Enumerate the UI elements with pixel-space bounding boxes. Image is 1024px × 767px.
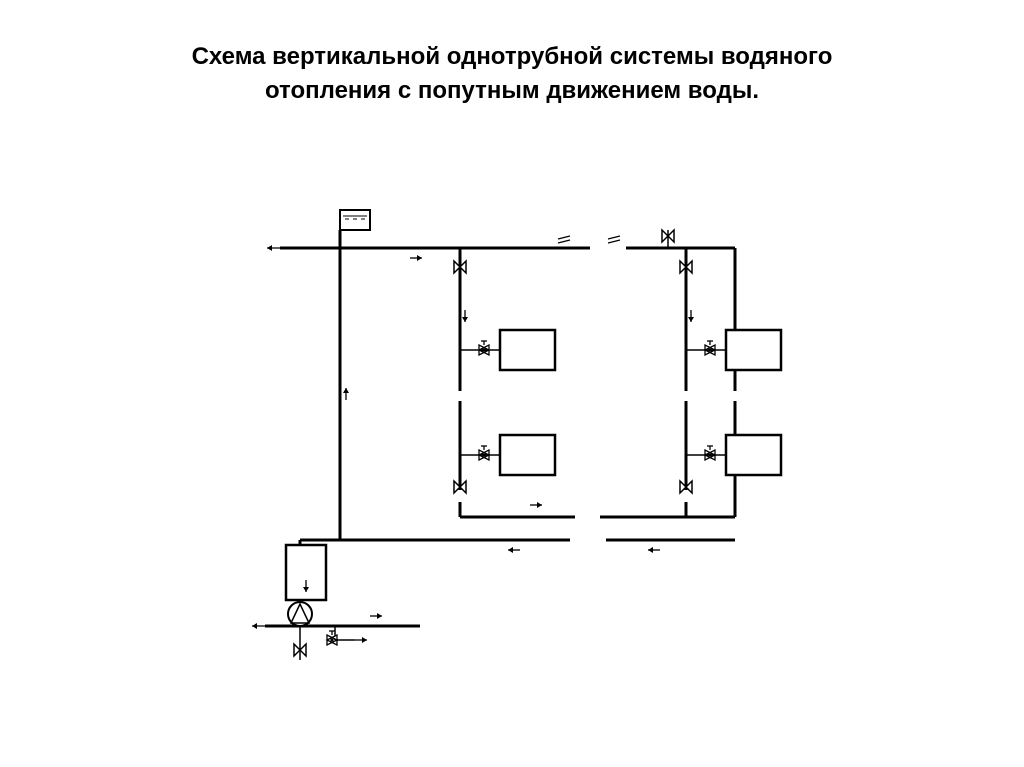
flow-arrow bbox=[362, 637, 367, 643]
expansion-tank bbox=[340, 210, 370, 230]
radiator bbox=[500, 330, 555, 370]
radiator bbox=[500, 435, 555, 475]
heating-schematic bbox=[0, 0, 1024, 767]
radiator bbox=[726, 330, 781, 370]
flow-arrow bbox=[508, 547, 513, 553]
flow-arrow bbox=[648, 547, 653, 553]
pipe-gap bbox=[682, 391, 690, 401]
flow-arrow bbox=[343, 388, 349, 393]
flow-arrow bbox=[417, 255, 422, 261]
flow-arrow bbox=[462, 317, 468, 322]
flow-arrow bbox=[267, 245, 272, 251]
flow-arrow bbox=[377, 613, 382, 619]
pipe-gap bbox=[456, 391, 464, 401]
flow-arrow bbox=[252, 623, 257, 629]
pipe-gap bbox=[731, 391, 739, 401]
radiator bbox=[726, 435, 781, 475]
flow-arrow bbox=[688, 317, 694, 322]
flow-arrow bbox=[537, 502, 542, 508]
